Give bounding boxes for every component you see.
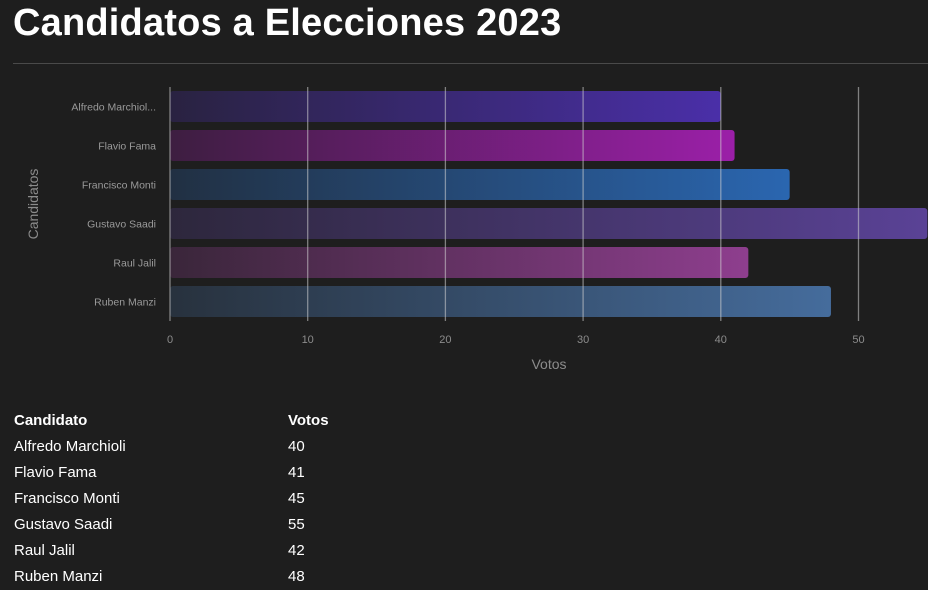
table-cell-votes: 55 bbox=[288, 515, 305, 533]
table-row: Ruben Manzi 48 bbox=[14, 563, 329, 589]
category-label: Alfredo Marchiol... bbox=[71, 102, 156, 114]
table-cell-votes: 42 bbox=[288, 541, 305, 559]
table-row: Flavio Fama 41 bbox=[14, 459, 329, 485]
table-cell-candidate: Francisco Monti bbox=[14, 489, 120, 507]
x-tick-label: 0 bbox=[167, 334, 173, 346]
table-cell-candidate: Gustavo Saadi bbox=[14, 515, 113, 533]
bar-4 bbox=[170, 208, 928, 239]
table-cell-votes: 48 bbox=[288, 567, 305, 585]
x-tick-label: 50 bbox=[852, 334, 864, 346]
category-label: Francisco Monti bbox=[82, 180, 156, 192]
table-row: Gustavo Saadi 55 bbox=[14, 511, 329, 537]
table-cell-candidate: Flavio Fama bbox=[14, 463, 97, 481]
bar-6 bbox=[170, 286, 831, 317]
votes-bar-chart: Alfredo Marchiol... Flavio Fama Francisco … bbox=[25, 87, 928, 372]
category-label: Gustavo Saadi bbox=[87, 219, 156, 231]
table-cell-votes: 45 bbox=[288, 489, 305, 507]
table-cell-candidate: Raul Jalil bbox=[14, 541, 75, 559]
table-cell-votes: 40 bbox=[288, 437, 305, 455]
x-tick-label: 30 bbox=[577, 334, 589, 346]
category-label: Raul Jalil bbox=[113, 258, 156, 270]
x-axis-title: Votos bbox=[531, 356, 566, 372]
category-label: Ruben Manzi bbox=[94, 297, 156, 309]
votes-table: Candidato Votos Alfredo Marchioli 40 Fla… bbox=[14, 407, 329, 589]
bar-3 bbox=[170, 169, 790, 200]
table-row: Raul Jalil 42 bbox=[14, 537, 329, 563]
table-cell-candidate: Ruben Manzi bbox=[14, 567, 103, 585]
table-header-row: Candidato Votos bbox=[14, 407, 329, 433]
x-tick-label: 40 bbox=[715, 334, 727, 346]
y-axis-title: Candidatos bbox=[25, 169, 41, 240]
page-title: Candidatos a Elecciones 2023 bbox=[13, 2, 562, 44]
table-row: Francisco Monti 45 bbox=[14, 485, 329, 511]
bar-5 bbox=[170, 247, 749, 278]
bar-2 bbox=[170, 130, 735, 161]
column-header-candidato: Candidato bbox=[14, 411, 88, 429]
table-cell-candidate: Alfredo Marchioli bbox=[14, 437, 126, 455]
x-tick-label: 10 bbox=[302, 334, 314, 346]
category-label: Flavio Fama bbox=[98, 141, 156, 153]
title-divider bbox=[13, 63, 928, 64]
table-cell-votes: 41 bbox=[288, 463, 305, 481]
x-tick-label: 20 bbox=[439, 334, 451, 346]
table-row: Alfredo Marchioli 40 bbox=[14, 433, 329, 459]
column-header-votos: Votos bbox=[288, 411, 329, 429]
